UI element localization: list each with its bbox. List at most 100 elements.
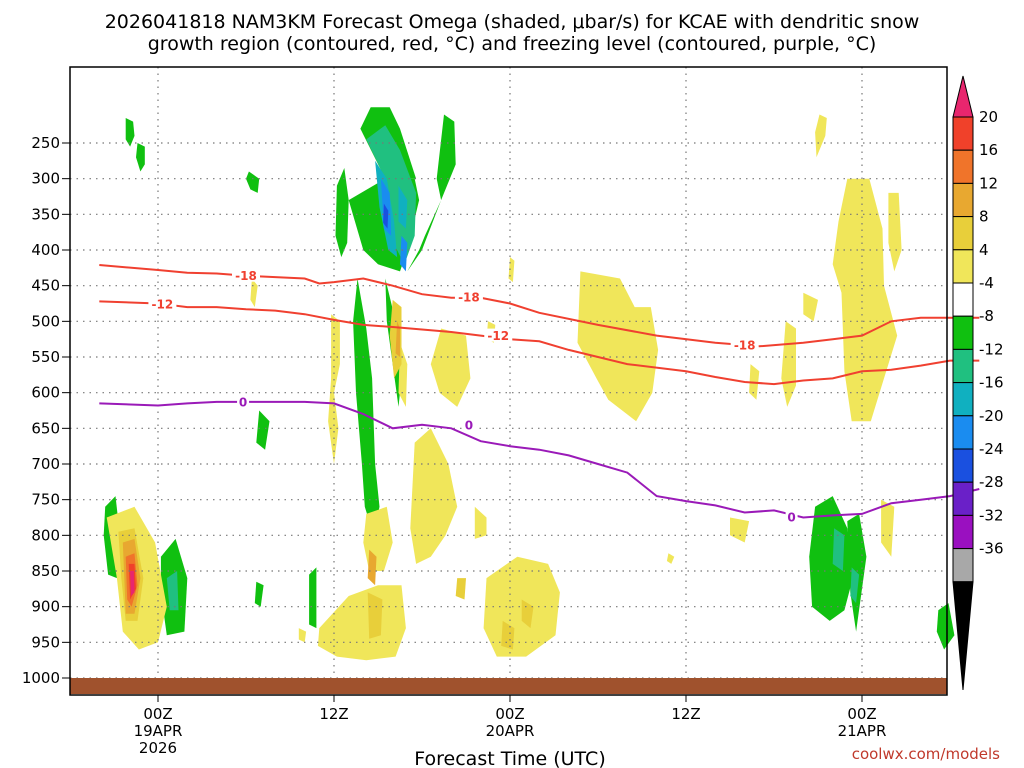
contour-label-bg-4 bbox=[730, 337, 759, 351]
x-tick-label-0-1: 19APR bbox=[134, 722, 183, 740]
colorbar-cell-11 bbox=[952, 448, 974, 483]
contour-label-7: 0 bbox=[787, 510, 795, 524]
colorbar-label-3: 8 bbox=[979, 208, 989, 226]
omega-region-27 bbox=[383, 203, 389, 229]
omega-region-36 bbox=[577, 271, 659, 422]
colorbar-label-13: -36 bbox=[979, 540, 1004, 558]
omega-region-6 bbox=[125, 118, 135, 147]
omega-region-2 bbox=[407, 114, 456, 272]
x-tick-label-36-0: 12Z bbox=[671, 705, 700, 723]
colorbar-cell-9 bbox=[952, 382, 974, 417]
omega-region-20 bbox=[166, 571, 179, 611]
y-tick-label-450: 450 bbox=[31, 277, 60, 295]
contour-labels: -18 -12 -18 -12 -18 0 0 0 bbox=[148, 268, 798, 524]
colorbar-cell-1 bbox=[952, 116, 974, 151]
colorbar-cell-4 bbox=[952, 216, 974, 251]
contour-label-3: -12 bbox=[487, 329, 509, 343]
omega-region-42 bbox=[888, 192, 902, 272]
omega-region-7 bbox=[136, 143, 145, 172]
colorbar-cell-10 bbox=[952, 415, 974, 450]
colorbar-label-2: 12 bbox=[979, 174, 998, 192]
colorbar-cell-5 bbox=[952, 249, 974, 284]
omega-region-59 bbox=[395, 321, 400, 357]
colorbar-bottom-arrow bbox=[952, 581, 974, 691]
omega-region-12 bbox=[309, 567, 317, 629]
y-tick-label-600: 600 bbox=[31, 384, 60, 402]
omega-region-32 bbox=[474, 506, 487, 539]
y-axis-pressure: 250 300 350 400 450 500 550 600 650 700 750 800 850 9… bbox=[22, 134, 70, 687]
omega-region-51 bbox=[298, 628, 307, 643]
y-tick-label-400: 400 bbox=[31, 241, 60, 259]
colorbar-label-11: -28 bbox=[979, 473, 1004, 491]
credit-text: coolwx.com/models bbox=[852, 745, 1000, 763]
omega-region-35 bbox=[363, 506, 393, 571]
omega-region-5 bbox=[335, 168, 349, 258]
x-tick-label-24-0: 00Z bbox=[495, 705, 524, 723]
omega-region-19 bbox=[395, 171, 415, 222]
y-tick-label-550: 550 bbox=[31, 348, 60, 366]
x-tick-label-48-0: 00Z bbox=[847, 705, 876, 723]
y-tick-label-850: 850 bbox=[31, 562, 60, 580]
omega-region-48 bbox=[730, 517, 750, 543]
colorbar-cell-12 bbox=[952, 481, 974, 516]
omega-region-11 bbox=[256, 410, 270, 450]
omega-shading bbox=[103, 107, 965, 661]
omega-region-53 bbox=[367, 592, 383, 639]
colorbar-label-6: -8 bbox=[979, 307, 994, 325]
y-tick-label-350: 350 bbox=[31, 205, 60, 223]
omega-region-49 bbox=[666, 553, 675, 564]
contour-label-5: 0 bbox=[239, 395, 247, 409]
contour-label-bg-0 bbox=[232, 268, 260, 282]
y-tick-label-700: 700 bbox=[31, 455, 60, 473]
contour-label-bg-3 bbox=[484, 328, 513, 342]
contour-label-4: -18 bbox=[734, 338, 756, 352]
x-tick-label-12-0: 12Z bbox=[319, 705, 348, 723]
contour-label-bg-7 bbox=[785, 509, 798, 523]
colorbar-label-10: -24 bbox=[979, 440, 1004, 458]
chart-title-line2: growth region (contoured, red, °C) and f… bbox=[148, 33, 877, 55]
contour-label-bg-6 bbox=[462, 417, 475, 431]
omega-region-3 bbox=[353, 278, 380, 536]
x-tick-label-0-2: 2026 bbox=[139, 739, 177, 757]
contour-label-0: -18 bbox=[235, 269, 257, 283]
colorbar-cell-3 bbox=[952, 182, 974, 218]
y-tick-label-800: 800 bbox=[31, 526, 60, 544]
y-tick-label-300: 300 bbox=[31, 170, 60, 188]
omega-region-56 bbox=[455, 578, 466, 600]
x-tick-label-0-0: 00Z bbox=[143, 705, 172, 723]
colorbar-label-0: 20 bbox=[979, 108, 998, 126]
omega-region-52 bbox=[389, 299, 402, 379]
omega-region-34 bbox=[317, 585, 406, 661]
plot-frame bbox=[69, 66, 948, 696]
y-tick-label-950: 950 bbox=[31, 633, 60, 651]
contour-label-bg-2 bbox=[454, 290, 483, 304]
x-axis-label: Forecast Time (UTC) bbox=[414, 748, 605, 768]
omega-region-40 bbox=[803, 292, 818, 322]
omega-region-24 bbox=[398, 185, 408, 229]
chart-title-line1: 2026041818 NAM3KM Forecast Omega (shaded… bbox=[105, 11, 920, 33]
omega-region-13 bbox=[254, 581, 264, 607]
y-tick-label-500: 500 bbox=[31, 312, 60, 330]
colorbar-cell-6 bbox=[952, 282, 974, 317]
colorbar-label-8: -16 bbox=[979, 374, 1004, 392]
colorbar-cell-2 bbox=[952, 149, 974, 184]
x-tick-label-48-1: 21APR bbox=[838, 722, 887, 740]
omega-region-26 bbox=[400, 235, 408, 272]
plot-grid bbox=[70, 67, 947, 695]
contour-label-bg-5 bbox=[237, 394, 250, 408]
omega-region-58 bbox=[367, 549, 377, 586]
colorbar-label-9: -20 bbox=[979, 407, 1004, 425]
y-tick-label-650: 650 bbox=[31, 419, 60, 437]
omega-region-45 bbox=[881, 499, 895, 557]
colorbar-cell-8 bbox=[952, 348, 974, 384]
colorbar-label-12: -32 bbox=[979, 506, 1004, 524]
omega-region-41 bbox=[832, 178, 898, 422]
colorbar-cell-14 bbox=[952, 548, 974, 583]
omega-region-21 bbox=[832, 528, 845, 571]
omega-region-38 bbox=[508, 257, 515, 283]
omega-region-43 bbox=[815, 114, 827, 158]
y-tick-label-250: 250 bbox=[31, 134, 60, 152]
contour-label-2: -18 bbox=[458, 291, 480, 305]
colorbar-label-5: -4 bbox=[979, 274, 994, 292]
